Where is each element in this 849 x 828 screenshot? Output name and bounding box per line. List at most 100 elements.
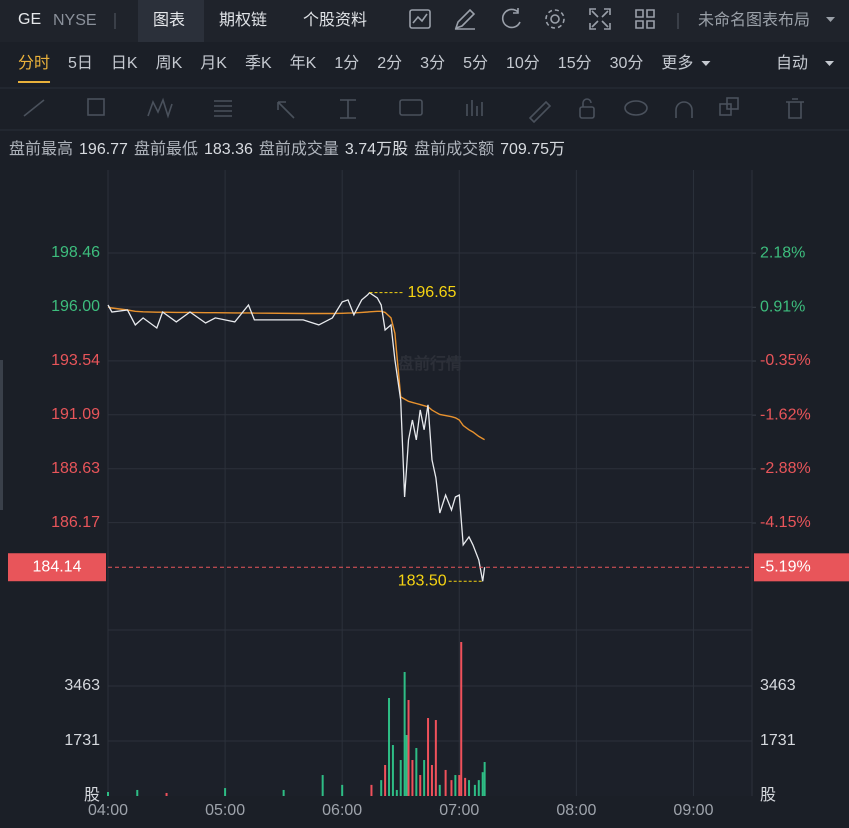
y2-tick-label: 2.18%	[760, 244, 805, 261]
layout-name[interactable]: 未命名图表布局	[698, 11, 810, 29]
volume-bar	[464, 777, 467, 796]
plot-bg	[108, 170, 752, 796]
period-tab[interactable]: 更多	[661, 54, 693, 72]
period-tab[interactable]: 日K	[111, 55, 138, 72]
y2-tick-label: -0.35%	[760, 352, 811, 369]
period-tab[interactable]: 2分	[377, 54, 402, 72]
drawing-tools	[23, 97, 804, 124]
period-tab[interactable]: 5日	[68, 55, 93, 72]
icon-settings[interactable]	[550, 14, 560, 24]
icon-fullscreen[interactable]	[589, 8, 611, 30]
tool-bars[interactable]	[466, 100, 483, 116]
scrollbar	[0, 360, 3, 510]
volume-bar	[427, 718, 430, 796]
info-value: 183.36	[204, 141, 253, 158]
tab[interactable]: 图表	[153, 11, 185, 29]
active-tab-bg	[138, 0, 204, 42]
volume-bar	[224, 788, 227, 796]
tool-lock[interactable]	[579, 106, 595, 119]
tool-delete[interactable]	[786, 98, 804, 119]
y-tick-label: 198.46	[51, 244, 100, 261]
scale-mode[interactable]: 自动	[776, 54, 808, 72]
tool-arrow[interactable]	[277, 101, 295, 119]
volume-bar	[450, 780, 453, 796]
tool-eye[interactable]	[624, 100, 648, 116]
info-value: 3.74万股	[345, 140, 408, 158]
icon-refresh[interactable]	[501, 8, 521, 29]
tool-line[interactable]	[23, 99, 45, 117]
period-tab[interactable]: 5分	[463, 54, 488, 72]
volume-bar	[411, 760, 414, 796]
y-tick-label: 股	[84, 786, 100, 804]
price-line	[107, 291, 486, 582]
volume-bar	[370, 784, 373, 796]
info-label: 盘前成交额	[414, 139, 494, 158]
dropdown-arrow	[826, 17, 835, 22]
volume-bar	[388, 698, 391, 796]
change-label: -5.19%	[760, 559, 811, 576]
tool-layers-2	[726, 97, 739, 110]
info-label: 盘前最高	[9, 139, 73, 158]
period-tab[interactable]: 10分	[506, 54, 540, 72]
info-label: 盘前成交量	[259, 139, 339, 158]
y2-tick-label: 3463	[760, 677, 796, 694]
icon-chart-line	[412, 13, 428, 24]
tool-measure[interactable]	[340, 99, 356, 119]
volume-bar	[481, 772, 484, 796]
period-tab[interactable]: 月K	[200, 55, 227, 72]
tab[interactable]: 个股资料	[303, 11, 367, 29]
x-tick-label: 06:00	[322, 802, 362, 819]
volume-bar	[458, 775, 461, 796]
tool-magnet[interactable]	[675, 101, 693, 118]
tool-text[interactable]	[399, 99, 423, 116]
change-box	[754, 553, 849, 582]
y2-tick-label: -2.88%	[760, 460, 811, 477]
tool-wave[interactable]	[147, 97, 173, 119]
volume-bar	[483, 762, 486, 796]
x-tick-label: 08:00	[556, 802, 596, 819]
x-tick-label: 04:00	[88, 802, 128, 819]
low-marker-label: 183.50	[398, 572, 447, 589]
period-tab[interactable]: 分时	[18, 54, 50, 72]
volume-bar	[107, 791, 109, 796]
y2-tick-label: 股	[760, 786, 776, 804]
y-tick-label: 1731	[64, 732, 100, 749]
info-value: 709.75万	[500, 141, 565, 158]
x-tick-label: 07:00	[439, 802, 479, 819]
period-bar: 分时 5日 日K 周K 月K 季K 年K 1分 2分 3分 5分 10分 15分 30分 更多	[18, 54, 711, 83]
last-price-label: 184.14	[33, 558, 82, 575]
volume-bar	[444, 769, 447, 796]
volume-bar	[415, 748, 418, 796]
symbol[interactable]: GE	[18, 11, 41, 28]
period-tab[interactable]: 30分	[610, 54, 644, 72]
icon-draw[interactable]	[454, 8, 476, 30]
volume-bar	[434, 720, 437, 796]
y-tick-label: 191.09	[51, 406, 100, 423]
period-tab[interactable]: 15分	[558, 54, 592, 72]
period-tab[interactable]: 年K	[290, 54, 317, 72]
period-tab[interactable]: 季K	[245, 54, 272, 72]
volume-bar	[419, 775, 422, 796]
volume-bar	[165, 792, 168, 796]
dropdown-arrow	[825, 61, 834, 66]
volume-bar	[380, 780, 383, 796]
icon-layout[interactable]	[635, 9, 655, 29]
info-line: 盘前最高 196.77 盘前最低 183.36 盘前成交量 3.74万股 盘前成交额 709.…	[9, 139, 565, 158]
y-tick-label: 196.00	[51, 298, 100, 315]
toolbar-icons	[409, 8, 655, 30]
icon-chart[interactable]	[409, 9, 431, 29]
volume-bar	[407, 700, 410, 796]
y2-tick-label: 0.91%	[760, 298, 805, 315]
tab[interactable]: 期权链	[219, 11, 267, 29]
y-tick-label: 188.63	[51, 460, 100, 477]
tool-pen[interactable]	[528, 100, 552, 124]
period-tab[interactable]: 1分	[334, 54, 359, 72]
y2-tick-label: -1.62%	[760, 406, 811, 423]
period-tab[interactable]: 周K	[156, 55, 183, 72]
tool-fib[interactable]	[214, 100, 232, 117]
volume-bar	[460, 642, 463, 796]
period-tab[interactable]: 3分	[420, 54, 445, 72]
tool-rect[interactable]	[87, 98, 105, 116]
y-tick-label: 186.17	[51, 514, 100, 531]
